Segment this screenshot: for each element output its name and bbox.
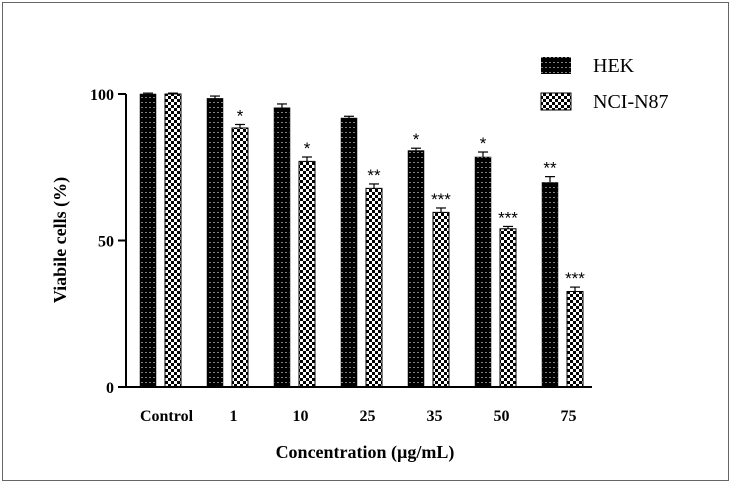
legend-label-hek: HEK <box>593 55 635 77</box>
y-tick-label-2: 100 <box>90 87 114 104</box>
bar-hek-0 <box>139 93 157 388</box>
bars-layer: ***************** <box>139 92 585 388</box>
bar-nci-n87-0 <box>164 93 182 388</box>
y-axis-title: Viabile cells (%) <box>50 177 71 303</box>
legend: HEK NCI-N87 <box>540 55 669 113</box>
significance-nci-n87-1: * <box>237 106 244 125</box>
significance-nci-n87-4: *** <box>431 190 451 209</box>
axes-layer: Control 1 10 25 35 50 75 0 50 100 <box>90 87 592 425</box>
bar-nci-n87-2 <box>298 160 316 388</box>
significance-nci-n87-2: * <box>304 139 311 158</box>
x-tick-label-3: 25 <box>360 408 376 425</box>
bar-nci-n87-1 <box>231 127 249 388</box>
bar-nci-n87-6 <box>566 290 584 388</box>
x-tick-label-1: 1 <box>230 408 238 425</box>
bar-hek-5 <box>474 156 492 388</box>
bar-nci-n87-3 <box>365 187 383 388</box>
legend-swatch-hek <box>541 57 571 74</box>
significance-hek-5: * <box>480 134 487 153</box>
x-tick-label-2: 10 <box>293 408 309 425</box>
bar-hek-4 <box>407 150 425 388</box>
bar-hek-2 <box>273 107 291 388</box>
x-tick-label-6: 75 <box>561 408 577 425</box>
significance-hek-6: ** <box>543 159 557 178</box>
significance-hek-4: * <box>413 130 420 149</box>
significance-nci-n87-5: *** <box>498 208 518 227</box>
y-tick-label-0: 0 <box>106 380 114 397</box>
bar-hek-6 <box>541 182 559 388</box>
x-tick-label-0: Control <box>140 408 194 425</box>
x-tick-label-5: 50 <box>494 408 510 425</box>
x-tick-label-4: 35 <box>427 408 443 425</box>
bar-hek-1 <box>206 98 224 388</box>
legend-label-nci-n87: NCI-N87 <box>593 91 669 113</box>
significance-nci-n87-6: *** <box>565 269 585 288</box>
x-axis-title: Concentration (µg/mL) <box>276 442 455 463</box>
bar-nci-n87-5 <box>499 228 517 388</box>
y-tick-label-1: 50 <box>98 234 114 251</box>
bar-hek-3 <box>340 117 358 388</box>
bar-nci-n87-4 <box>432 211 450 388</box>
significance-nci-n87-3: ** <box>367 166 381 185</box>
legend-swatch-nci-n87 <box>540 92 572 111</box>
